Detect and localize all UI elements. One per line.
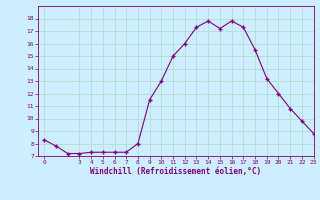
X-axis label: Windchill (Refroidissement éolien,°C): Windchill (Refroidissement éolien,°C) (91, 167, 261, 176)
